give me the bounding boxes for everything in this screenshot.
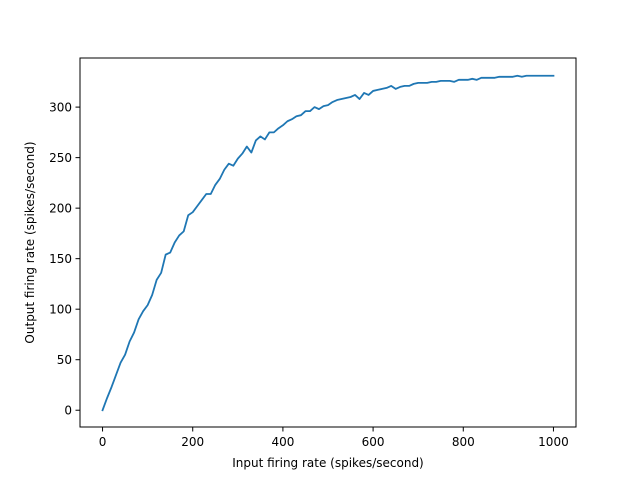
x-axis-label: Input firing rate (spikes/second)	[232, 456, 424, 470]
plot-frame	[79, 57, 577, 428]
y-axis-ticks: 0 50 100 150 200 250 300	[49, 100, 80, 418]
x-tick-label: 200	[181, 435, 204, 449]
series-layer	[101, 74, 555, 412]
x-axis-ticks: 0 200 400 600 800 1000	[99, 427, 569, 449]
y-tick-label: 50	[57, 353, 72, 367]
y-axis-label: Output firing rate (spikes/second)	[23, 141, 37, 343]
y-tick-label: 0	[64, 404, 72, 418]
y-tick-label: 150	[49, 252, 72, 266]
y-tick-label: 250	[49, 151, 72, 165]
y-tick-label: 100	[49, 302, 72, 316]
x-tick-label: 400	[271, 435, 294, 449]
x-tick-label: 0	[99, 435, 107, 449]
series-line	[101, 74, 555, 412]
x-tick-label: 1000	[538, 435, 569, 449]
y-tick-label: 200	[49, 201, 72, 215]
y-tick-label: 300	[49, 100, 72, 114]
plot-area	[80, 58, 576, 427]
x-tick-label: 600	[362, 435, 385, 449]
x-tick-label: 800	[452, 435, 475, 449]
